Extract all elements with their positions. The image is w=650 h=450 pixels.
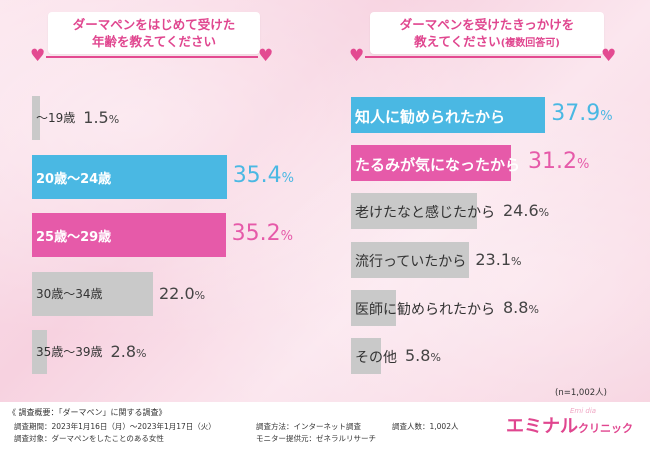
- survey-count: 調査人数：1,002人: [392, 422, 459, 431]
- bar-label: 25歳～29歳: [36, 230, 112, 245]
- chart-area: ダーマペンをはじめて受けた 年齢を教えてください ♥ ♥ ～19歳 1.5% 20歳～24歳…: [30, 12, 617, 398]
- bar-label: 流行っていたから: [355, 253, 467, 270]
- heart-icon: ♥: [30, 46, 46, 66]
- value-number: 22.0: [159, 283, 195, 303]
- value-label: 2.8%: [111, 342, 147, 361]
- survey-target: 調査対象：ダーマペンをしたことのある女性: [14, 434, 164, 443]
- value-unit: %: [136, 347, 147, 360]
- bar: [351, 338, 381, 374]
- title-underline: [365, 56, 601, 58]
- bar-label: 35歳～39歳: [36, 345, 103, 359]
- value-unit: %: [577, 157, 590, 173]
- value-number: 24.6: [503, 201, 539, 221]
- value-label: 37.9%: [551, 101, 612, 126]
- value-unit: %: [600, 109, 613, 124]
- bar: [32, 154, 227, 199]
- value-number: 5.8: [405, 346, 431, 365]
- bar-label: 医師に勧められたから: [355, 301, 495, 318]
- chart-title-line1: ダーマペンを受けたきっかけを: [399, 17, 575, 32]
- bar-label: 20歳～24歳: [36, 171, 112, 187]
- survey-period: 調査期間：2023年1月16日（月）～2023年1月17日（火）: [14, 422, 216, 431]
- survey-footer: 《 調査概要：「ダーマペン」に関する調査》 調査期間：2023年1月16日（月）…: [0, 402, 650, 450]
- heart-icon: ♥: [349, 46, 365, 66]
- value-label: 23.1%: [475, 250, 521, 269]
- title-box: [370, 12, 604, 54]
- chart-title-line2: 教えてください(複数回答可): [414, 34, 560, 49]
- title-underline: [46, 56, 258, 58]
- bar: [351, 289, 397, 326]
- title-box: [48, 12, 260, 54]
- bar: [32, 96, 41, 140]
- value-unit: %: [528, 302, 539, 316]
- value-label: 24.6%: [503, 201, 549, 220]
- bar-label: 30歳～34歳: [36, 286, 103, 301]
- value-number: 37.9: [551, 101, 601, 126]
- logo-tagline: Emi dia: [570, 407, 597, 415]
- survey-method: 調査方法：インターネット調査: [256, 422, 361, 431]
- bar: [351, 241, 470, 278]
- value-number: 35.2: [231, 221, 281, 246]
- value-unit: %: [108, 113, 120, 126]
- bar-label: ～19歳: [36, 111, 76, 125]
- value-unit: %: [511, 254, 522, 268]
- value-label: 35.2%: [232, 221, 293, 246]
- bar-label: その他: [355, 350, 397, 366]
- logo-main: エミナル: [506, 416, 578, 437]
- value-label: 5.8%: [405, 346, 441, 365]
- clinic-logo: エミナルクリニック: [506, 412, 633, 438]
- bar: [351, 97, 546, 133]
- value-label: 22.0%: [159, 284, 205, 303]
- background: [0, 0, 650, 402]
- value-label: 8.8%: [503, 298, 539, 317]
- logo-sub: クリニック: [578, 422, 633, 435]
- bar: [32, 213, 226, 257]
- chart-title-line1: ダーマペンをはじめて受けた: [72, 17, 236, 32]
- chart-title-line2: 年齢を教えてください: [91, 34, 216, 49]
- value-unit: %: [194, 288, 206, 302]
- heart-icon: ♥: [258, 46, 274, 66]
- value-number: 8.8: [503, 297, 529, 317]
- chart-title-suffix: (複数回答可): [500, 38, 560, 49]
- bar-label: 老けたなと感じたから: [355, 205, 495, 222]
- survey-title: 《 調査概要：「ダーマペン」に関する調査》: [8, 408, 167, 417]
- value-label: 31.2%: [528, 149, 589, 174]
- bar: [351, 193, 478, 230]
- bar-label: たるみが気になったから: [355, 156, 521, 175]
- value-number: 2.8: [110, 342, 136, 361]
- survey-monitor: モニター提供元：ゼネラルリサーチ: [256, 434, 376, 443]
- value-label: 35.4%: [233, 163, 294, 188]
- value-number: 31.2: [528, 149, 577, 175]
- value-unit: %: [430, 351, 441, 364]
- heart-icon: ♥: [601, 46, 617, 66]
- bar-label: 知人に勧められたから: [355, 108, 506, 126]
- bar: [32, 330, 48, 374]
- value-number: 1.5: [83, 108, 109, 127]
- value-number: 35.4: [232, 162, 282, 188]
- bar: [351, 145, 511, 182]
- value-unit: %: [280, 229, 293, 244]
- value-unit: %: [538, 206, 550, 220]
- value-number: 23.1: [475, 249, 511, 269]
- value-label: 1.5%: [83, 108, 119, 127]
- sample-size-note: (n=1,002人): [555, 388, 607, 398]
- bar: [32, 271, 153, 316]
- value-unit: %: [281, 170, 295, 186]
